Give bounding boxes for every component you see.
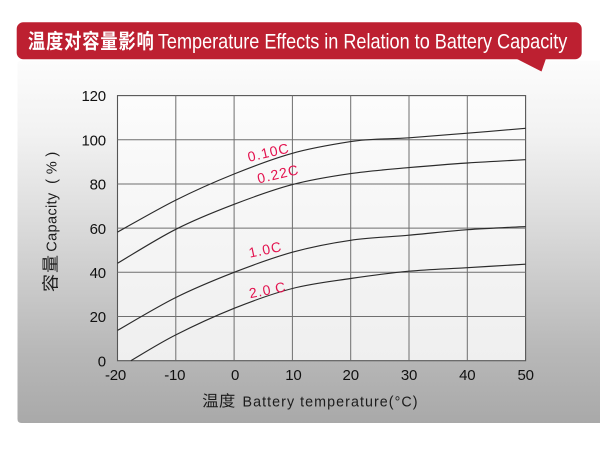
svg-text:50: 50 — [517, 367, 533, 384]
svg-text:20: 20 — [90, 309, 106, 326]
svg-text:40: 40 — [90, 265, 106, 282]
svg-text:0: 0 — [231, 367, 239, 384]
svg-text:-10: -10 — [164, 367, 185, 384]
svg-text:-20: -20 — [105, 367, 126, 384]
svg-text:1.0C: 1.0C — [247, 238, 283, 261]
svg-text:40: 40 — [459, 367, 475, 384]
svg-text:Battery temperature(°C): Battery temperature(°C) — [243, 395, 419, 411]
svg-text:Capacity ( % ): Capacity ( % ) — [45, 151, 61, 251]
svg-text:2.0 C: 2.0 C — [248, 278, 288, 301]
svg-text:80: 80 — [90, 177, 106, 194]
svg-text:20: 20 — [343, 367, 359, 384]
svg-text:120: 120 — [81, 88, 105, 105]
svg-text:10: 10 — [285, 367, 301, 384]
svg-text:Temperature Effects in Relatio: Temperature Effects in Relation to Batte… — [158, 30, 568, 54]
svg-text:100: 100 — [81, 132, 105, 149]
svg-text:0: 0 — [98, 353, 106, 370]
svg-text:60: 60 — [90, 221, 106, 238]
svg-text:30: 30 — [401, 367, 417, 384]
